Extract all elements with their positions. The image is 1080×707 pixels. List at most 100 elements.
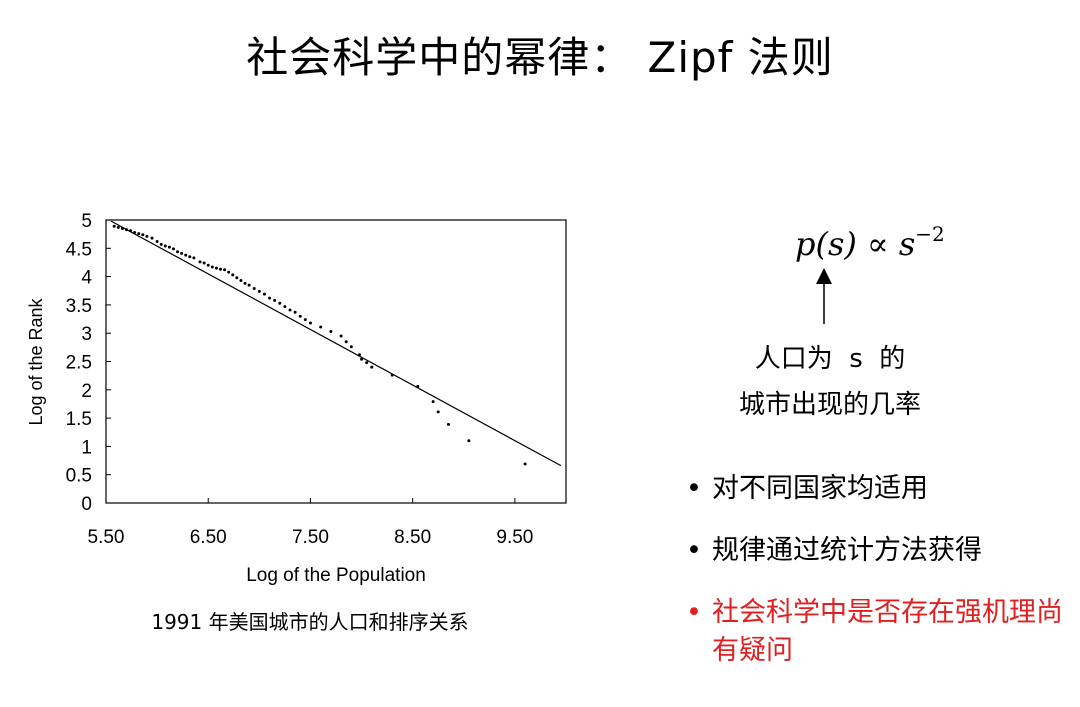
data-point [155,240,159,244]
x-axis-label: Log of the Population [246,565,426,586]
data-point [243,281,247,285]
data-point [180,251,184,255]
data-point [283,305,287,309]
data-point [365,361,369,365]
data-point [257,289,261,293]
data-point [163,244,167,248]
data-point [416,384,420,388]
y-tick-label: 0.5 [66,466,92,487]
data-point [344,340,348,344]
data-point [319,325,323,329]
data-point [150,236,154,240]
x-tick-label: 6.50 [190,527,227,548]
data-point [133,230,137,234]
data-point [247,283,251,287]
data-point [116,225,120,229]
bullet-item: • 对不同国家均适用 [684,470,1072,508]
data-point [202,261,206,265]
data-point [184,253,188,257]
data-point [278,301,282,305]
y-tick-label: 5 [81,211,92,232]
formula-exponent: −2 [915,222,945,246]
data-point [214,266,218,270]
data-point [223,268,227,272]
fit-line [110,220,562,467]
data-point [159,242,163,246]
plot-area-frame [105,219,567,504]
formula-lhs: p(s) [795,225,857,263]
data-point [218,267,222,271]
up-arrow-icon [816,268,832,324]
data-point [390,373,394,377]
power-law-formula: p(s) ∝ s−2 [795,222,945,263]
data-point [171,247,175,251]
page-title: 社会科学中的幂律： Zipf 法则 [246,33,834,82]
chart-caption: 1991 年美国城市的人口和排序关系 [151,610,469,634]
y-tick-label: 0 [81,494,92,515]
data-point [188,255,192,259]
bullet-dot: • [686,597,702,628]
data-point [358,353,362,357]
y-tick-label: 3 [81,324,92,345]
data-point [239,279,243,283]
bullet-item-highlighted: • 社会科学中是否存在强机理尚有疑问 [684,594,1072,670]
data-point [252,286,256,290]
data-point [235,276,239,280]
y-tick-label: 4.5 [66,239,92,260]
formula-annotation: 人口为 s 的 城市出现的几率 [720,336,940,428]
data-point [308,321,312,325]
data-point [112,224,116,228]
data-point [231,273,235,277]
data-point [349,345,353,349]
x-tick-label: 8.50 [394,527,431,548]
data-point [298,314,302,318]
data-point [198,260,202,264]
data-point [120,226,124,230]
data-point [288,308,292,312]
bullet-dot: • [686,535,702,566]
data-point [339,334,343,338]
data-point [206,263,210,267]
y-axis-label: Log of the Rank [26,297,46,425]
data-point [137,232,141,236]
data-point [360,357,364,361]
bullet-item: • 规律通过统计方法获得 [684,532,1072,570]
data-point [303,318,307,322]
bullet-text: 对不同国家均适用 [712,473,928,504]
data-point [523,462,527,466]
data-point [176,250,180,254]
data-point [446,422,450,426]
y-tick-label: 1.5 [66,409,92,430]
data-point [227,270,231,274]
formula-base: s [898,225,916,263]
zipf-scatter-chart: 0 0.5 1 1.5 2 2.5 3 3.5 4 4.5 5 5.50 6.50 7.50 8.50 9.… [26,211,567,586]
bullet-list: • 对不同国家均适用 • 规律通过统计方法获得 • 社会科学中是否存在强机理尚有… [684,470,1072,694]
data-point [141,233,145,237]
data-point [293,310,297,314]
y-tick-label: 2.5 [66,353,92,374]
y-tick-label: 4 [81,268,92,289]
formula-annotation-line2: 城市出现的几率 [738,390,921,420]
data-point [273,298,277,302]
data-point [370,365,374,369]
data-point [329,330,333,334]
formula-relation: ∝ [867,225,889,263]
x-tick-label: 7.50 [292,527,329,548]
data-point [262,292,266,296]
y-tick-label: 3.5 [66,296,92,317]
data-point [124,228,128,232]
data-point [210,265,214,269]
bullet-dot: • [686,473,702,504]
data-point [436,410,440,414]
data-point [192,256,196,260]
data-point [145,234,149,238]
data-point [431,400,435,404]
data-point [268,296,272,300]
y-tick-label: 2 [81,381,92,402]
data-point [467,439,471,443]
x-tick-label: 5.50 [88,527,125,548]
y-tick-label: 1 [81,437,92,458]
x-tick-label: 9.50 [496,527,533,548]
bullet-text: 社会科学中是否存在强机理尚有疑问 [712,597,1063,666]
bullet-text: 规律通过统计方法获得 [712,535,982,566]
